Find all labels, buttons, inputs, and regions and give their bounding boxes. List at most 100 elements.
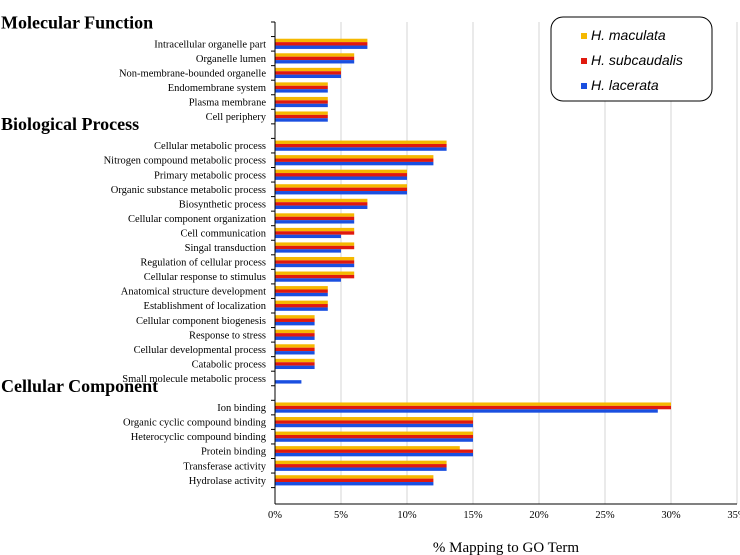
bar-establishment-of-localization-h-lacerata — [275, 307, 328, 311]
bar-primary-metabolic-process-h-lacerata — [275, 176, 407, 180]
bar-biosynthetic-process-h-subcaudalis — [275, 202, 368, 206]
category-label: Organic cyclic compound binding — [123, 418, 267, 429]
x-tick-label: 5% — [334, 510, 348, 521]
category-label: Endomembrane system — [168, 83, 266, 94]
bar-cellular-response-to-stimulus-h-subcaudalis — [275, 274, 355, 279]
bar-cellular-developmental-process-h-subcaudalis — [275, 347, 315, 352]
bar-response-to-stress-h-maculata — [275, 329, 315, 334]
legend-swatch-h-maculata — [581, 33, 587, 39]
bar-hydrolase-activity-h-maculata — [275, 475, 434, 479]
bar-organic-cyclic-compound-binding-h-lacerata — [275, 423, 473, 428]
bar-biosynthetic-process-h-lacerata — [275, 205, 368, 209]
bar-cellular-response-to-stimulus-h-maculata — [275, 271, 355, 275]
category-label: Cellular metabolic process — [154, 141, 266, 152]
category-label: Catabolic process — [192, 359, 266, 370]
bar-intracellular-organelle-part-h-subcaudalis — [275, 42, 368, 46]
bar-organelle-lumen-h-subcaudalis — [275, 56, 355, 61]
category-label: Cell periphery — [206, 112, 267, 123]
bar-organic-cyclic-compound-binding-h-subcaudalis — [275, 420, 473, 424]
category-label: Small molecule metabolic process — [122, 374, 266, 385]
category-label: Organic substance metabolic process — [111, 185, 266, 196]
bar-catabolic-process-h-subcaudalis — [275, 362, 315, 366]
bar-singal-transduction-h-maculata — [275, 242, 355, 246]
category-label: Cellular component organization — [128, 214, 267, 225]
bar-ion-binding-h-maculata — [275, 402, 671, 406]
bar-cell-periphery-h-subcaudalis — [275, 114, 328, 119]
bar-endomembrane-system-h-maculata — [275, 82, 328, 86]
bar-regulation-of-cellular-process-h-maculata — [275, 256, 355, 261]
bar-organic-cyclic-compound-binding-h-maculata — [275, 417, 473, 421]
x-tick-label: 10% — [397, 510, 417, 521]
category-labels: Intracellular organelle part Organelle lu… — [104, 39, 267, 487]
bar-organic-substance-metabolic-process-h-lacerata — [275, 191, 407, 195]
bar-response-to-stress-h-lacerata — [275, 336, 315, 340]
bar-cellular-metabolic-process-h-maculata — [275, 140, 447, 144]
bar-cellular-component-organization-h-lacerata — [275, 220, 355, 224]
bar-cellular-response-to-stimulus-h-lacerata — [275, 278, 341, 282]
category-label: Singal transduction — [185, 243, 267, 254]
bar-intracellular-organelle-part-h-maculata — [275, 38, 368, 43]
bar-anatomical-structure-development-h-lacerata — [275, 292, 328, 297]
bar-anatomical-structure-development-h-maculata — [275, 286, 328, 290]
bar-primary-metabolic-process-h-subcaudalis — [275, 173, 407, 177]
bar-nitrogen-compound-metabolic-process-h-subcaudalis — [275, 158, 434, 162]
category-label: Nitrogen compound metabolic process — [104, 156, 266, 167]
bar-establishment-of-localization-h-maculata — [275, 300, 328, 305]
category-label: Regulation of cellular process — [140, 258, 266, 269]
bar-non-membrane-bounded-organelle-h-subcaudalis — [275, 71, 341, 75]
bar-regulation-of-cellular-process-h-lacerata — [275, 263, 355, 268]
category-label: Organelle lumen — [196, 54, 267, 65]
category-label: Transferase activity — [183, 461, 266, 472]
bar-cellular-developmental-process-h-lacerata — [275, 351, 315, 355]
bar-cellular-component-organization-h-subcaudalis — [275, 216, 355, 221]
bar-non-membrane-bounded-organelle-h-lacerata — [275, 74, 341, 79]
bar-catabolic-process-h-maculata — [275, 358, 315, 363]
legend-swatch-h-subcaudalis — [581, 58, 587, 64]
bar-cellular-metabolic-process-h-subcaudalis — [275, 143, 447, 148]
bar-cell-communication-h-subcaudalis — [275, 231, 355, 235]
bar-organic-substance-metabolic-process-h-maculata — [275, 184, 407, 188]
bar-anatomical-structure-development-h-subcaudalis — [275, 289, 328, 293]
bar-protein-binding-h-subcaudalis — [275, 449, 473, 453]
category-label: Anatomical structure development — [121, 287, 266, 298]
x-axis-label: % Mapping to GO Term — [433, 540, 579, 555]
bar-plasma-membrane-h-lacerata — [275, 103, 328, 108]
bar-primary-metabolic-process-h-maculata — [275, 169, 407, 174]
bar-organelle-lumen-h-lacerata — [275, 60, 355, 64]
category-label: Cellular component biogenesis — [136, 316, 266, 327]
category-label: Cell communication — [181, 228, 267, 239]
bar-organic-substance-metabolic-process-h-subcaudalis — [275, 187, 407, 192]
bar-ion-binding-h-subcaudalis — [275, 405, 671, 410]
category-label: Ion binding — [217, 403, 266, 414]
bar-protein-binding-h-maculata — [275, 446, 460, 450]
section-titles: Molecular Function Biological Process Cell… — [1, 12, 158, 396]
bar-response-to-stress-h-subcaudalis — [275, 333, 315, 337]
category-label: Non-membrane-bounded organelle — [119, 68, 266, 79]
bar-heterocyclic-compound-binding-h-lacerata — [275, 438, 473, 442]
section-title-molecular-function: Molecular Function — [1, 12, 153, 32]
bar-heterocyclic-compound-binding-h-maculata — [275, 431, 473, 435]
category-label: Response to stress — [189, 330, 266, 341]
x-tick-label: 15% — [463, 510, 483, 521]
bar-small-molecule-metabolic-process-h-lacerata — [275, 380, 302, 384]
bar-cellular-metabolic-process-h-lacerata — [275, 147, 447, 151]
bar-plasma-membrane-h-subcaudalis — [275, 100, 328, 104]
bar-nitrogen-compound-metabolic-process-h-maculata — [275, 155, 434, 159]
category-label: Primary metabolic process — [154, 170, 266, 181]
bar-transferase-activity-h-maculata — [275, 460, 447, 465]
bar-endomembrane-system-h-subcaudalis — [275, 85, 328, 90]
bar-transferase-activity-h-subcaudalis — [275, 464, 447, 468]
bar-intracellular-organelle-part-h-lacerata — [275, 45, 368, 49]
legend-label-h-lacerata: H. lacerata — [591, 77, 659, 93]
bar-nitrogen-compound-metabolic-process-h-lacerata — [275, 161, 434, 166]
bar-cellular-component-biogenesis-h-lacerata — [275, 321, 315, 326]
bar-singal-transduction-h-lacerata — [275, 249, 341, 253]
category-label: Heterocyclic compound binding — [131, 432, 267, 443]
bar-cell-periphery-h-lacerata — [275, 118, 328, 122]
category-label: Cellular developmental process — [134, 345, 266, 356]
x-tick-label: 0% — [268, 510, 282, 521]
bar-regulation-of-cellular-process-h-subcaudalis — [275, 260, 355, 264]
bar-biosynthetic-process-h-maculata — [275, 198, 368, 203]
section-title-cellular-component: Cellular Component — [1, 376, 158, 396]
category-label: Plasma membrane — [189, 98, 267, 109]
